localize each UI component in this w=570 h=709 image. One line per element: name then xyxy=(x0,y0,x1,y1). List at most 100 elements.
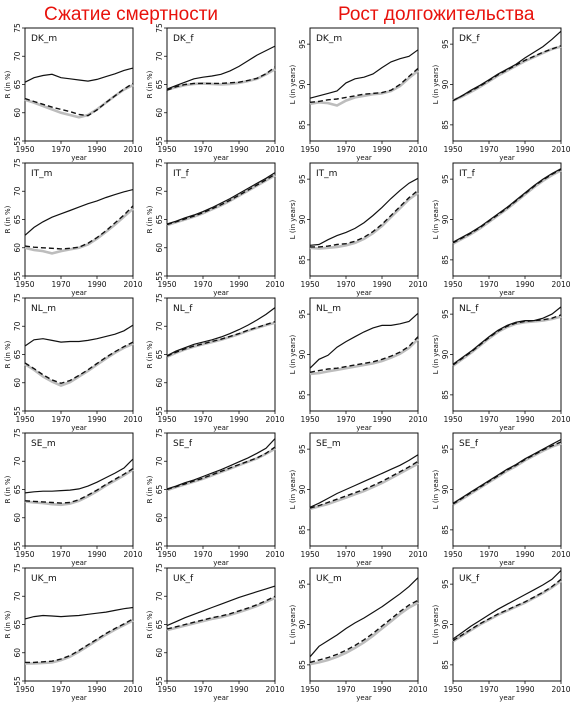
series-gray-line xyxy=(309,601,419,666)
y-tick-label: 55 xyxy=(155,541,164,551)
y-tick-label: 70 xyxy=(155,456,164,466)
series-dashed-line xyxy=(452,45,562,102)
panel-it-f: 1950 1970 1990 2010 55 60 65 70 75 year R (in %) IT… xyxy=(146,158,285,297)
header-mortality-compression: Сжатие смертности xyxy=(44,4,219,25)
series-gray-line xyxy=(452,442,562,506)
y-tick-label: 85 xyxy=(441,660,450,670)
y-tick-label: 60 xyxy=(155,648,164,658)
x-tick-label: 1990 xyxy=(372,550,391,559)
y-tick-label: 70 xyxy=(155,51,164,61)
x-tick-label: 1950 xyxy=(443,685,462,694)
panel-uk-f: 1950 1970 1990 2010 55 60 65 70 75 year R (in %) UK… xyxy=(146,563,285,702)
y-tick-label: 85 xyxy=(441,120,450,130)
y-tick-label: 70 xyxy=(13,591,22,601)
series-solid-line xyxy=(166,307,276,357)
y-axis-label: L (in years) xyxy=(432,605,440,645)
x-tick-label: 1990 xyxy=(372,415,391,424)
x-tick-label: 1950 xyxy=(443,280,462,289)
y-tick-label: 90 xyxy=(298,485,307,495)
y-tick-label: 75 xyxy=(155,293,164,303)
y-axis-label: R (in %) xyxy=(146,70,154,98)
x-tick-label: 1970 xyxy=(51,145,70,154)
x-axis-label: year xyxy=(499,559,515,567)
x-tick-label: 1990 xyxy=(229,280,248,289)
x-tick-label: 2010 xyxy=(123,685,142,694)
x-tick-label: 2010 xyxy=(551,415,570,424)
panel-uk-m: 1950 1970 1990 2010 55 60 65 70 75 year R (in %) UK… xyxy=(4,563,143,702)
x-tick-label: 2010 xyxy=(408,145,427,154)
y-tick-label: 90 xyxy=(298,350,307,360)
panel-it-m: 1950 1970 1990 2010 55 60 65 70 75 year R (in %) IT… xyxy=(4,158,143,297)
panel-label: UK_f xyxy=(173,574,194,584)
y-tick-label: 70 xyxy=(13,51,22,61)
y-tick-label: 55 xyxy=(13,271,22,281)
x-tick-label: 1950 xyxy=(15,415,34,424)
series-gray-line xyxy=(452,315,562,367)
panel-label: UK_f xyxy=(459,574,480,584)
series-gray-line xyxy=(166,68,276,91)
y-tick-label: 55 xyxy=(13,676,22,686)
y-tick-label: 90 xyxy=(441,350,450,360)
x-tick-label: 1950 xyxy=(443,145,462,154)
y-axis-label: R (in %) xyxy=(146,340,154,368)
series-gray-line xyxy=(24,468,134,507)
y-tick-label: 75 xyxy=(13,563,22,573)
x-tick-label: 1990 xyxy=(372,145,391,154)
x-tick-label: 1970 xyxy=(193,550,212,559)
series-dashed-line xyxy=(166,66,276,91)
y-axis-label: R (in %) xyxy=(146,610,154,638)
x-tick-label: 2010 xyxy=(265,280,284,289)
y-tick-label: 90 xyxy=(441,485,450,495)
y-tick-label: 75 xyxy=(13,293,22,303)
series-dashed-line xyxy=(309,336,419,373)
y-axis-label: R (in %) xyxy=(4,610,12,638)
y-tick-label: 55 xyxy=(155,136,164,146)
y-tick-label: 70 xyxy=(13,321,22,331)
y-tick-label: 85 xyxy=(298,255,307,265)
panel-label: NL_m xyxy=(316,304,341,314)
y-tick-label: 95 xyxy=(441,39,450,49)
y-axis-label: R (in %) xyxy=(4,340,12,368)
y-tick-label: 70 xyxy=(13,456,22,466)
x-tick-label: 1990 xyxy=(372,280,391,289)
y-axis-label: R (in %) xyxy=(146,475,154,503)
panel-it-m-l: 1950 1970 1990 2010 85 90 95 year L (in years) IT… xyxy=(289,162,428,297)
x-tick-label: 1970 xyxy=(479,280,498,289)
y-tick-label: 65 xyxy=(155,215,164,225)
panel-label: UK_m xyxy=(31,574,57,584)
y-tick-label: 75 xyxy=(155,563,164,573)
series-solid-line xyxy=(24,606,134,620)
y-tick-label: 90 xyxy=(441,620,450,630)
x-tick-label: 1990 xyxy=(87,280,106,289)
series-gray-line xyxy=(452,169,562,245)
x-axis-label: year xyxy=(499,289,515,297)
x-axis-label: year xyxy=(499,424,515,432)
series-gray-line xyxy=(166,596,276,632)
series-gray-line xyxy=(452,45,562,102)
plot-frame xyxy=(309,297,419,412)
y-tick-label: 60 xyxy=(13,648,22,658)
series-solid-line xyxy=(166,45,276,90)
x-tick-label: 1970 xyxy=(336,685,355,694)
x-axis-label: year xyxy=(213,694,229,702)
y-tick-label: 95 xyxy=(298,174,307,184)
panel-label: DK_f xyxy=(459,34,480,44)
panel-uk-m-l: 1950 1970 1990 2010 85 90 95 year L (in years) UK… xyxy=(289,567,428,702)
series-solid-line xyxy=(452,168,562,243)
y-tick-label: 65 xyxy=(155,485,164,495)
x-tick-label: 1950 xyxy=(300,685,319,694)
x-tick-label: 2010 xyxy=(265,550,284,559)
series-solid-line xyxy=(452,569,562,640)
series-dashed-line xyxy=(309,460,419,509)
y-axis-label: L (in years) xyxy=(432,65,440,105)
y-axis-label: R (in %) xyxy=(4,70,12,98)
series-dashed-line xyxy=(166,446,276,491)
x-tick-label: 2010 xyxy=(123,415,142,424)
y-tick-label: 85 xyxy=(298,525,307,535)
panel-dk-f: 1950 1970 1990 2010 55 60 65 70 75 year R (in %) DK… xyxy=(146,23,285,162)
series-dashed-line xyxy=(24,205,134,250)
y-tick-label: 65 xyxy=(13,350,22,360)
panel-label: NL_m xyxy=(31,304,56,314)
panel-dk-m: 1950 1970 1990 2010 55 60 65 70 75 year R (in %) DK… xyxy=(4,23,143,162)
